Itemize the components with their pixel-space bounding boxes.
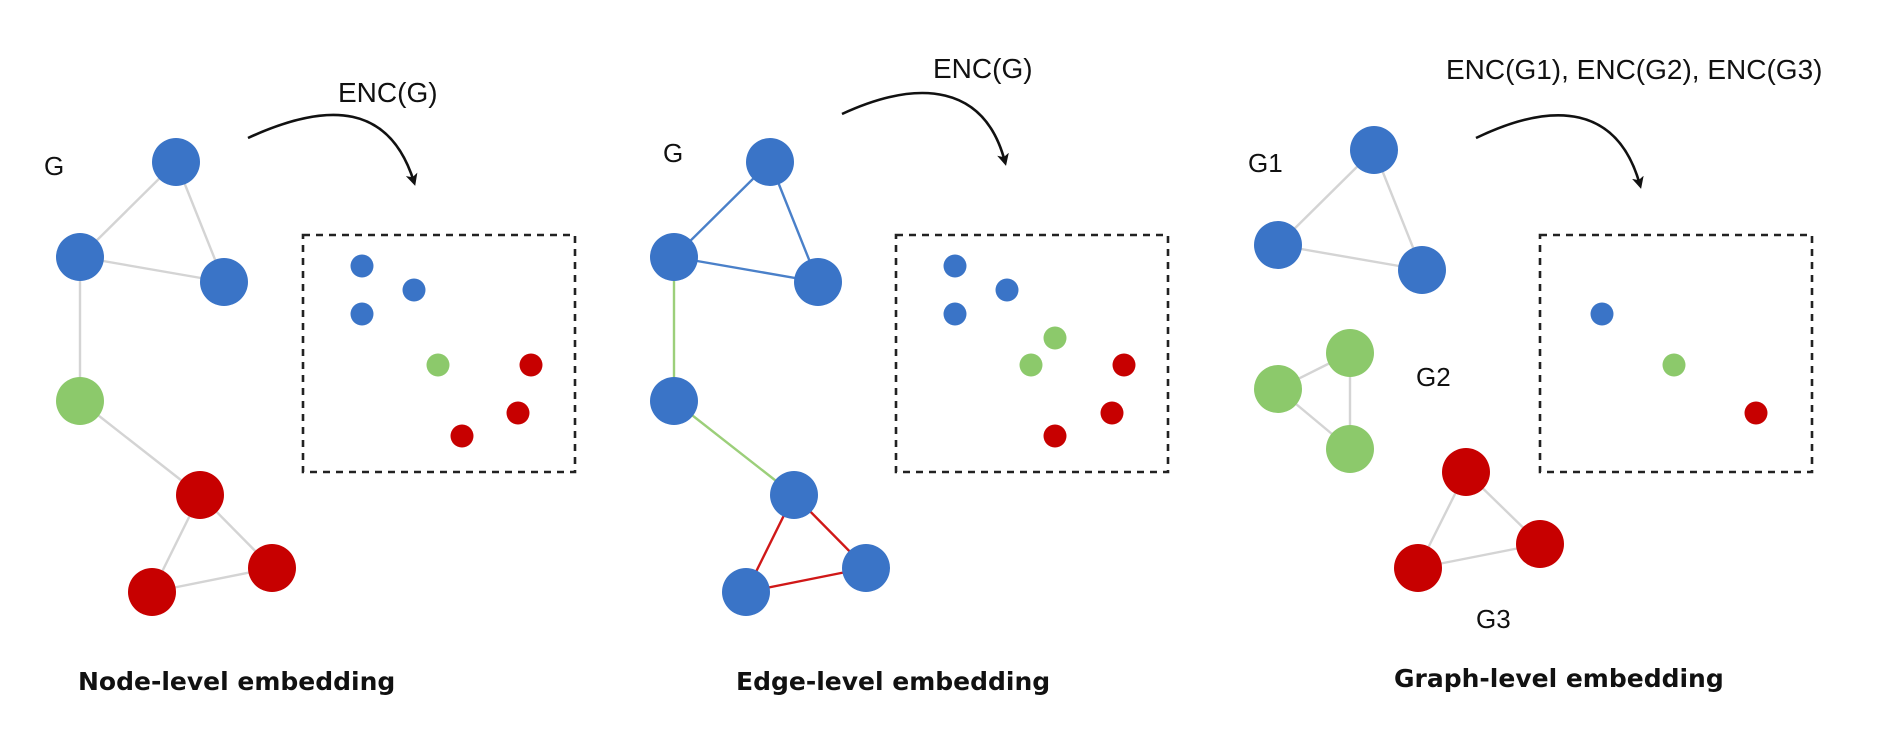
graph-node-red: [128, 568, 176, 616]
encoder-arrow: [841, 91, 1009, 166]
graph-node-blue: [152, 138, 200, 186]
graph-node-green: [1326, 329, 1374, 377]
embedding-point-red: [1100, 401, 1124, 425]
graph-edge: [1276, 243, 1424, 272]
graph-node-red: [1442, 448, 1490, 496]
embedding-point-red: [1043, 424, 1067, 448]
encoder-arrow: [1475, 114, 1644, 189]
embedding-point-green: [1662, 353, 1686, 377]
embedding-point-red: [1112, 353, 1136, 377]
embedding-point-blue: [350, 254, 374, 278]
graph-node-blue: [794, 258, 842, 306]
embedding-point-red: [519, 353, 543, 377]
embedding-space: [301, 233, 577, 474]
graph-node-blue: [650, 233, 698, 281]
embedding-point-blue: [402, 278, 426, 302]
graph-label-g3: G3: [1476, 604, 1511, 634]
input-graph-g2: [1254, 329, 1374, 473]
graph-node-blue: [746, 138, 794, 186]
embedding-point-blue: [943, 254, 967, 278]
graph-node-green: [1254, 365, 1302, 413]
embedding-point-red: [506, 401, 530, 425]
graph-node-green: [1326, 425, 1374, 473]
graph-label-g: G: [663, 138, 683, 168]
encoder-arrow: [247, 113, 418, 186]
graph-label-g: G: [44, 151, 64, 181]
graph-node-red: [176, 471, 224, 519]
caption: Graph-level embedding: [1394, 664, 1724, 693]
graph-node-red: [1394, 544, 1442, 592]
graph-label-g1: G1: [1248, 148, 1283, 178]
graph-node-blue: [770, 471, 818, 519]
enc-label: ENC(G): [338, 77, 438, 108]
graph-node-red: [1516, 520, 1564, 568]
embedding-space-box: [894, 233, 1170, 474]
node-level-panel: G ENC(G): [44, 77, 577, 696]
graph-node-blue: [650, 377, 698, 425]
graph-node-blue: [1398, 246, 1446, 294]
embedding-point-blue: [943, 302, 967, 326]
caption: Node-level embedding: [78, 667, 395, 696]
graph-edge-blue: [672, 255, 820, 284]
graph-node-red: [248, 544, 296, 592]
graph-node-blue: [200, 258, 248, 306]
embedding-space: [1538, 233, 1814, 474]
embedding-point-blue: [350, 302, 374, 326]
graph-node-blue: [842, 544, 890, 592]
embedding-point-green: [1019, 353, 1043, 377]
graph-node-blue: [722, 568, 770, 616]
input-graph-g1: [1254, 126, 1446, 294]
enc-label: ENC(G): [933, 53, 1033, 84]
embedding-point-red: [1744, 401, 1768, 425]
graph-edge-green: [672, 399, 796, 497]
embedding-point-blue: [995, 278, 1019, 302]
embedding-point-green: [426, 353, 450, 377]
graph-edge: [78, 399, 202, 497]
input-graph-g3: [1394, 448, 1564, 592]
embedding-space: [894, 233, 1170, 474]
embedding-point-green: [1043, 326, 1067, 350]
edge-level-panel: G ENC(G): [650, 53, 1170, 696]
graph-node-blue: [56, 233, 104, 281]
embedding-space-box: [1538, 233, 1814, 474]
embedding-space-box: [301, 233, 577, 474]
embedding-point-blue: [1590, 302, 1614, 326]
graph-level-panel: G1 G2 G3 ENC(G1), ENC(G2), ENC(G3): [1248, 54, 1822, 693]
graph-node-green: [56, 377, 104, 425]
input-graph: [650, 138, 890, 616]
graph-edge: [78, 255, 226, 284]
graph-node-blue: [1350, 126, 1398, 174]
graph-node-blue: [1254, 221, 1302, 269]
caption: Edge-level embedding: [736, 667, 1050, 696]
enc-label: ENC(G1), ENC(G2), ENC(G3): [1446, 54, 1822, 85]
embedding-point-red: [450, 424, 474, 448]
input-graph: [56, 138, 296, 616]
graph-label-g2: G2: [1416, 362, 1451, 392]
